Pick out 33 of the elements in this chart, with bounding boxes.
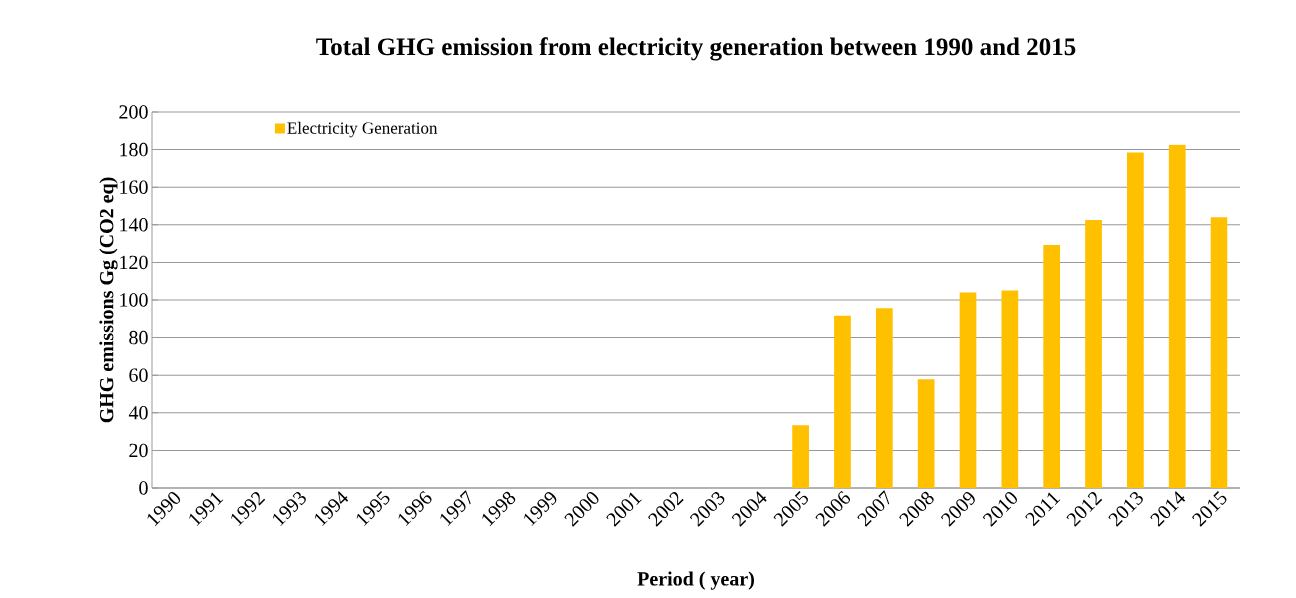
bar: [875, 308, 893, 488]
bar: [1043, 245, 1061, 488]
y-axis-title: GHG emissions Gg (CO2 eq): [99, 177, 118, 423]
y-tick-label: 0: [139, 481, 148, 495]
y-tick-label: 120: [120, 255, 148, 270]
y-tick-label: 180: [120, 142, 148, 157]
bar: [1001, 290, 1019, 488]
y-tick-label: 80: [129, 330, 148, 345]
bar: [1168, 144, 1186, 488]
bar: [834, 315, 851, 488]
bar: [917, 379, 935, 488]
y-tick-label: 20: [129, 443, 148, 458]
legend-label: Electricity Generation: [287, 121, 438, 138]
bar: [959, 292, 977, 488]
x-tick-label: 1998: [482, 491, 516, 527]
y-tick-label: 160: [120, 180, 148, 194]
x-axis-title: Period ( year): [637, 571, 754, 590]
y-tick-label: 140: [120, 218, 148, 232]
x-tick-label: 1992: [231, 492, 266, 527]
y-tick-label: 200: [119, 105, 148, 119]
y-tick-label: 60: [129, 368, 148, 382]
bar: [1210, 217, 1228, 488]
x-tick-label: 1990: [147, 492, 181, 527]
x-tick-label: 1991: [189, 492, 224, 527]
x-tick-label: 1999: [524, 492, 557, 527]
bar: [792, 425, 809, 488]
y-tick-label: 100: [120, 293, 148, 307]
x-tick-label: 1993: [273, 491, 306, 527]
bar: [1085, 219, 1102, 488]
x-tick-label: 2011: [1025, 492, 1061, 527]
bar: [1127, 152, 1144, 488]
y-tick-label: 40: [128, 406, 148, 420]
chart-title: Total GHG emission from electricity generation between 1990 and 2015: [316, 37, 1076, 61]
